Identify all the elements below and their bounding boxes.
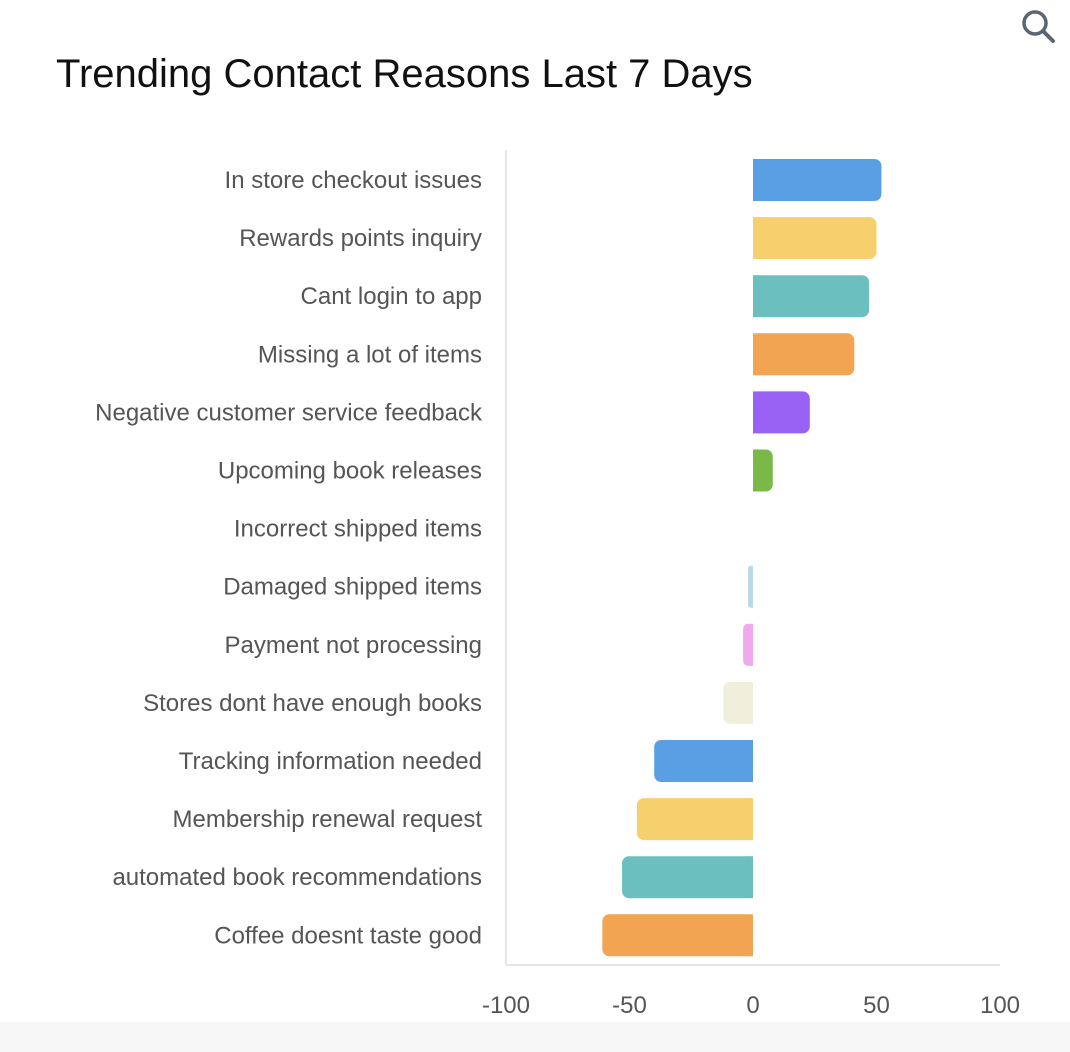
bar-base <box>753 449 760 492</box>
bar-base <box>746 798 753 841</box>
category-label: Payment not processing <box>225 632 482 659</box>
bar[interactable] <box>753 391 810 434</box>
bar[interactable] <box>622 856 753 899</box>
bar[interactable] <box>654 740 753 782</box>
category-label: Tracking information needed <box>179 748 482 775</box>
bar-base <box>750 565 753 608</box>
bar[interactable] <box>753 159 882 201</box>
category-label: Damaged shipped items <box>223 574 482 601</box>
category-label: automated book recommendations <box>112 864 482 891</box>
bar[interactable] <box>723 681 753 724</box>
bar-base <box>753 333 760 376</box>
category-label: Membership renewal request <box>173 806 483 833</box>
category-label: Rewards points inquiry <box>239 225 482 252</box>
x-tick-label: 50 <box>863 992 890 1019</box>
category-label: Stores dont have enough books <box>143 690 482 717</box>
bar-base <box>753 217 760 260</box>
category-label: Negative customer service feedback <box>95 399 483 426</box>
x-tick-label: 0 <box>746 992 759 1019</box>
category-label: Upcoming book releases <box>218 458 482 485</box>
x-tick-label: -100 <box>482 992 530 1019</box>
bar[interactable] <box>636 798 753 841</box>
search-icon <box>1022 10 1055 43</box>
bar-base <box>746 914 753 957</box>
chart-title: Trending Contact Reasons Last 7 Days <box>56 52 753 96</box>
category-label: Incorrect shipped items <box>234 516 482 543</box>
bar-base <box>746 856 753 899</box>
footer-strip <box>0 1022 1070 1052</box>
bar[interactable] <box>602 914 753 957</box>
bar-base <box>753 275 760 318</box>
x-tick-label: 100 <box>980 992 1020 1019</box>
x-tick-label: -50 <box>612 992 647 1019</box>
category-label: In store checkout issues <box>225 167 482 194</box>
search-button[interactable] <box>1016 4 1060 48</box>
bar[interactable] <box>753 217 877 260</box>
bar-base <box>746 681 753 724</box>
bar[interactable] <box>753 333 855 376</box>
category-label: Cant login to app <box>301 283 482 310</box>
category-label: Coffee doesnt taste good <box>214 922 482 949</box>
category-label: Missing a lot of items <box>258 341 482 368</box>
bar[interactable] <box>753 275 870 318</box>
bar-base <box>746 740 753 782</box>
bar-base <box>748 623 753 666</box>
bar-base <box>753 159 760 201</box>
bar-base <box>753 391 760 434</box>
